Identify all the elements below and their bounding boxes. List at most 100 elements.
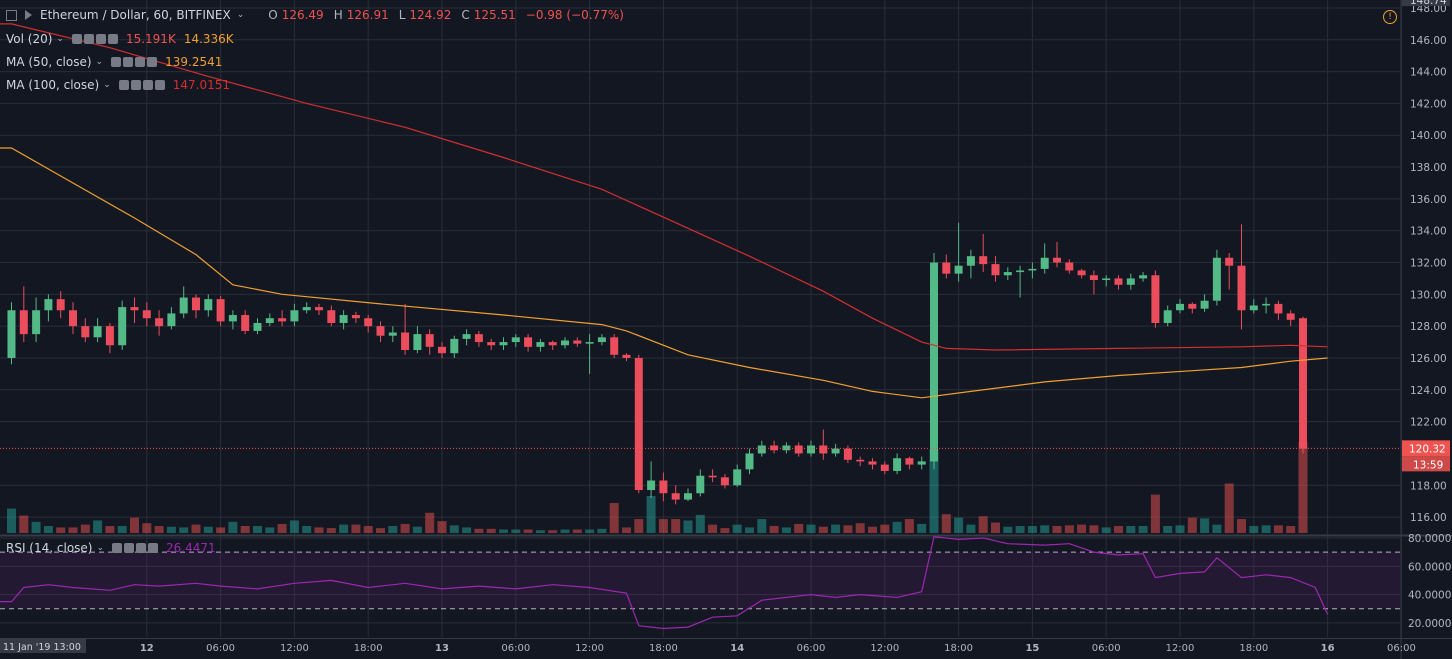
eye-icon[interactable] <box>71 34 82 44</box>
volume-bar <box>1138 526 1148 533</box>
volume-bar <box>991 522 1000 533</box>
candle-body <box>880 464 889 471</box>
volume-bar <box>597 528 607 533</box>
alert-icon[interactable]: ! <box>1383 10 1397 24</box>
settings-icon[interactable] <box>130 80 141 90</box>
candle-body <box>204 299 213 311</box>
candle-body <box>905 458 914 465</box>
volume-bar <box>486 528 496 533</box>
candle-body <box>843 448 852 460</box>
volume-bar <box>966 524 976 533</box>
eye-icon[interactable] <box>118 80 129 90</box>
plus-icon[interactable] <box>142 80 153 90</box>
candle-body <box>659 480 668 494</box>
ma100-label[interactable]: MA (100, close) <box>6 78 100 92</box>
candle-body <box>524 337 533 347</box>
rsi-band-fill <box>0 552 1400 609</box>
volume-bar <box>105 526 115 533</box>
volume-bar <box>855 523 865 533</box>
volume-bar <box>1052 526 1062 533</box>
candle-body <box>1102 278 1111 281</box>
close-icon[interactable] <box>148 543 159 553</box>
countdown-label: 13:59 <box>1413 459 1443 471</box>
candle-body <box>438 346 446 354</box>
price-tick-label: 142.00 <box>1410 98 1447 110</box>
candle-body <box>1151 275 1160 323</box>
volume-bar <box>142 523 152 533</box>
chevron-down-icon[interactable]: ⌄ <box>103 80 111 90</box>
candle-body <box>339 315 348 323</box>
volume-bar <box>892 521 902 533</box>
volume-bar <box>1237 519 1246 533</box>
candle-body <box>930 262 938 462</box>
volume-bar <box>585 529 595 533</box>
volume-bar <box>634 519 644 533</box>
chevron-down-icon[interactable]: ⌄ <box>96 543 105 553</box>
candle-body <box>278 318 287 322</box>
volume-bar <box>1027 526 1037 533</box>
chevron-down-icon[interactable]: ⌄ <box>56 34 64 44</box>
volume-bar <box>548 530 558 533</box>
volume-bar <box>1126 526 1136 533</box>
price-tick-label: 124.00 <box>1410 385 1447 397</box>
time-tick-label: 11 Jan '19 13:00 <box>3 642 81 653</box>
vol-label[interactable]: Vol (20) <box>6 32 53 46</box>
candle-body <box>130 307 139 311</box>
eye-icon[interactable] <box>112 543 123 553</box>
ma50-label[interactable]: MA (50, close) <box>6 55 92 69</box>
settings-icon[interactable] <box>123 57 134 67</box>
time-tick-label: 06:00 <box>797 643 826 654</box>
volume-bar <box>745 527 754 533</box>
volume-bar <box>695 514 705 533</box>
eye-icon[interactable] <box>111 57 122 67</box>
volume-bar <box>462 527 472 533</box>
close-icon[interactable] <box>107 34 118 44</box>
candle-body <box>720 477 729 486</box>
close-icon[interactable] <box>147 57 158 67</box>
time-tick-label: 14 <box>730 643 744 654</box>
plus-icon[interactable] <box>136 543 147 553</box>
close-icon[interactable] <box>154 80 165 90</box>
volume-bar <box>1273 525 1283 533</box>
volume-bar <box>277 523 287 533</box>
candle-body <box>7 310 16 358</box>
ma100-legend: MA (100, close) ⌄ 147.0151 <box>6 78 230 92</box>
candle-body <box>388 332 397 336</box>
time-tick-label: 12:00 <box>1166 643 1195 654</box>
volume-bar <box>1163 526 1173 533</box>
volume-bar <box>400 523 410 533</box>
settings-icon[interactable] <box>124 543 135 553</box>
volume-bar <box>388 526 398 533</box>
volume-bar <box>978 516 988 533</box>
flag-icon[interactable] <box>25 10 32 20</box>
volume-bar <box>425 512 435 533</box>
volume-bar <box>499 529 508 533</box>
symbol-title[interactable]: Ethereum / Dollar, 60, BITFINEX <box>40 8 231 22</box>
volume-bar <box>56 527 66 533</box>
volume-bar <box>449 525 459 533</box>
candle-body <box>831 448 840 454</box>
plus-icon[interactable] <box>95 34 106 44</box>
time-tick-label: 18:00 <box>649 643 678 654</box>
candle-body <box>401 332 410 351</box>
price-tick-label: 136.00 <box>1410 194 1447 206</box>
price-tick-label: 118.00 <box>1410 480 1447 492</box>
volume-bar <box>228 521 238 533</box>
settings-icon[interactable] <box>83 34 94 44</box>
plus-icon[interactable] <box>135 57 146 67</box>
candle-body <box>1212 257 1221 301</box>
moving-averages <box>0 23 1400 449</box>
rsi-label[interactable]: RSI (14, close) <box>6 541 93 555</box>
volume-bar <box>265 527 275 533</box>
rsi-tick-label: 20.0000 <box>1408 618 1451 630</box>
volume-bar <box>412 526 422 533</box>
candle-body <box>794 445 803 454</box>
collapse-icon[interactable] <box>6 9 17 21</box>
volume-bar <box>794 523 804 533</box>
volume-bar <box>363 526 373 533</box>
candle-body <box>69 310 77 327</box>
chevron-down-icon[interactable]: ⌄ <box>95 57 104 67</box>
chevron-down-icon[interactable]: ⌄ <box>236 10 245 20</box>
volume-bar <box>376 528 385 533</box>
